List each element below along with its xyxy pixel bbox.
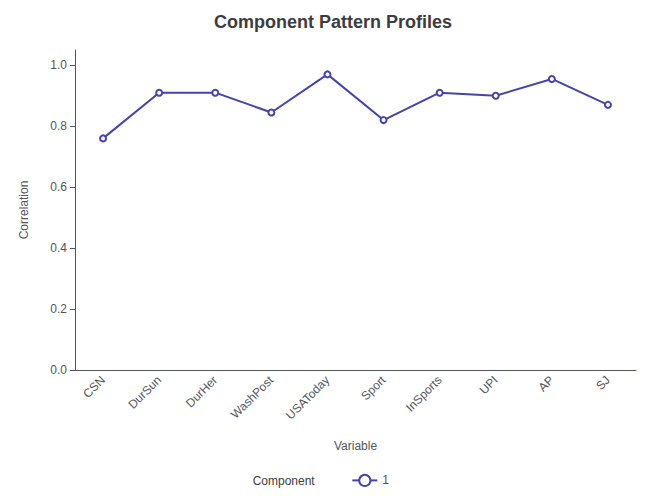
svg-text:1.0: 1.0 (50, 58, 67, 72)
svg-text:CSN: CSN (80, 373, 108, 401)
svg-text:UPI: UPI (477, 373, 501, 397)
svg-text:DurSun: DurSun (125, 373, 164, 412)
svg-text:0.0: 0.0 (50, 363, 67, 377)
svg-text:InSports: InSports (403, 373, 444, 414)
svg-text:0.8: 0.8 (50, 119, 67, 133)
svg-text:USAToday: USAToday (283, 373, 332, 422)
svg-text:1: 1 (382, 473, 389, 487)
svg-text:WashPost: WashPost (228, 373, 277, 422)
svg-text:Component: Component (253, 474, 316, 488)
svg-text:SJ: SJ (593, 373, 613, 393)
svg-text:AP: AP (536, 373, 557, 394)
svg-text:0.4: 0.4 (50, 241, 67, 255)
svg-text:0.2: 0.2 (50, 302, 67, 316)
svg-text:Variable: Variable (334, 439, 377, 453)
svg-text:0.6: 0.6 (50, 180, 67, 194)
svg-text:Component Pattern Profiles: Component Pattern Profiles (214, 12, 452, 32)
svg-text:Correlation: Correlation (17, 181, 31, 240)
svg-text:Sport: Sport (358, 373, 389, 404)
svg-text:DurHer: DurHer (183, 373, 220, 410)
